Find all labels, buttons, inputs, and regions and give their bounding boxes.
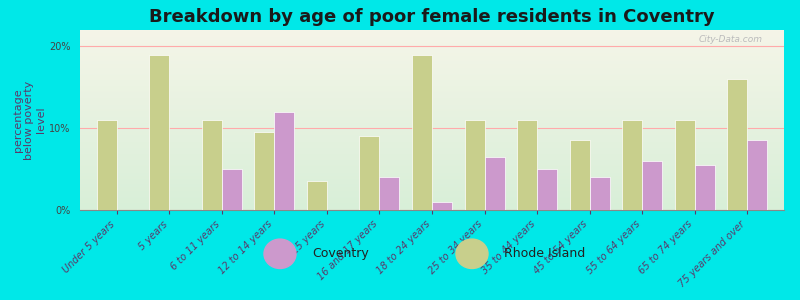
Bar	[485, 157, 505, 210]
Bar	[537, 169, 557, 210]
Y-axis label: percentage
below poverty
level: percentage below poverty level	[13, 80, 46, 160]
Bar	[412, 55, 432, 210]
Bar	[379, 177, 399, 210]
Bar	[432, 202, 452, 210]
Bar	[642, 161, 662, 210]
Bar	[622, 120, 642, 210]
Title: Breakdown by age of poor female residents in Coventry: Breakdown by age of poor female resident…	[149, 8, 715, 26]
Text: City-Data.com: City-Data.com	[699, 35, 763, 44]
Bar	[254, 132, 274, 210]
Bar	[97, 120, 117, 210]
Bar	[359, 136, 379, 210]
Text: Coventry: Coventry	[312, 247, 369, 260]
Bar	[694, 165, 714, 210]
Bar	[727, 79, 747, 210]
Bar	[307, 182, 327, 210]
Ellipse shape	[264, 239, 296, 268]
Bar	[590, 177, 610, 210]
Bar	[274, 112, 294, 210]
Bar	[150, 55, 170, 210]
Bar	[202, 120, 222, 210]
Bar	[517, 120, 537, 210]
Text: Rhode Island: Rhode Island	[504, 247, 586, 260]
Bar	[747, 140, 767, 210]
Bar	[465, 120, 485, 210]
Bar	[222, 169, 242, 210]
Bar	[674, 120, 694, 210]
Ellipse shape	[456, 239, 488, 268]
Bar	[570, 140, 590, 210]
